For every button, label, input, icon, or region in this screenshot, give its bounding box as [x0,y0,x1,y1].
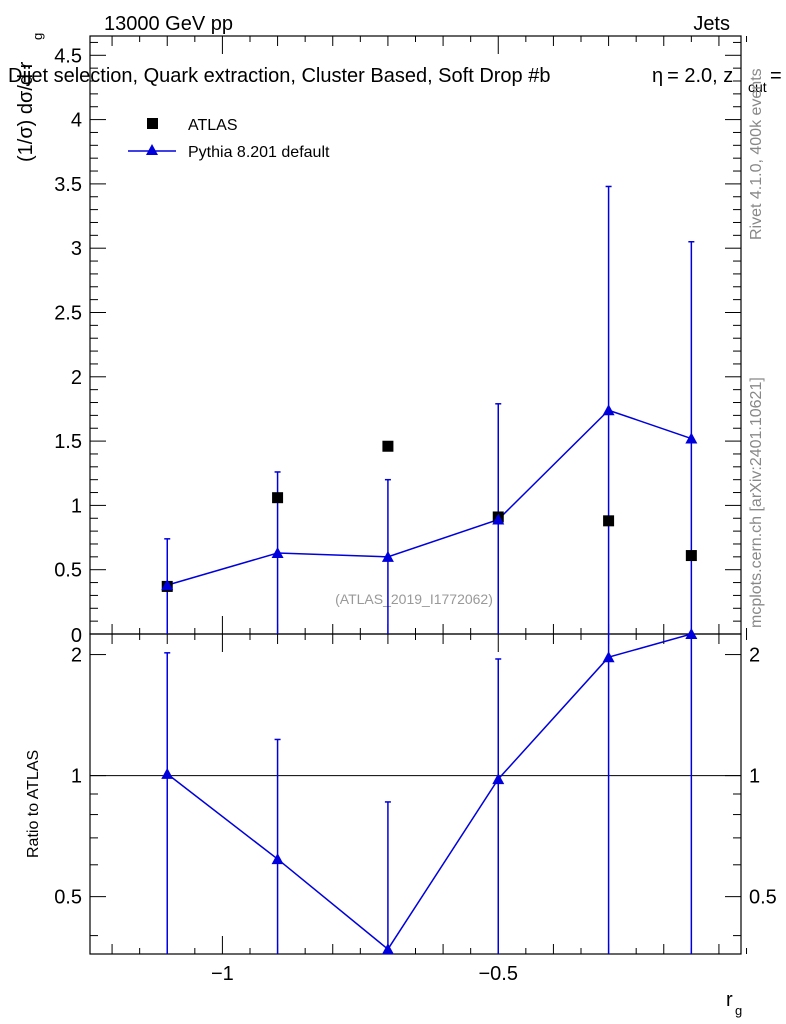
main-y-tick-label-zero: 0 [71,625,82,647]
atlas-data-point [382,440,394,452]
ratio-y-axis-label: Ratio to ATLAS [25,750,42,858]
ratio-series-marks [161,628,698,955]
atlas-data-point [272,492,284,504]
legend-mc-label: Pythia 8.201 default [188,144,330,161]
main-y-tick-label: 4 [71,110,82,132]
x-axis-label: r [726,989,733,1011]
mc-data-point [492,513,505,525]
x-axis-ticks: −1 −0.5 [111,36,748,985]
legend-data-marker [147,118,158,129]
selection-title: Dijet selection, Quark extraction, Clust… [8,65,550,87]
mc-data-point [381,550,394,562]
ratio-data-point [271,853,284,865]
main-y-axis-label: (1/σ) dσ/d r [15,61,37,162]
ratio-axis-ticks: 0.5 0.5 1 1 2 2 [54,645,777,937]
atlas-data-point [603,515,615,527]
x-tick-label: −0.5 [479,963,518,985]
energy-label: 13000 GeV pp [104,13,233,35]
ratio-y-tick-label-right: 0.5 [749,887,777,909]
ratio-data-point [602,651,615,663]
rivet-label: Rivet 4.1.0, 400k events [748,68,765,240]
mc-series-line [167,409,692,586]
ratio-y-tick-label-right: 1 [749,766,760,788]
mc-data-point [685,432,698,444]
category-label: Jets [693,13,730,35]
x-tick-label: −1 [211,963,234,985]
main-y-tick-label: 1 [71,495,82,517]
mc-data-point [602,404,615,416]
legend-data-label: ATLAS [188,117,238,134]
legend: ATLAS Pythia 8.201 default [128,117,330,161]
ratio-y-tick-label-right: 2 [749,645,760,667]
selection-title-end: = [770,65,782,87]
atlas-data-point [685,550,697,562]
ratio-data-point [492,773,505,785]
main-y-tick-label: 2 [71,367,82,389]
main-y-tick-label: 1.5 [54,431,82,453]
main-y-tick-label: 2.5 [54,302,82,324]
ratio-data-point [685,628,698,639]
mc-data-point [161,579,174,591]
mcplots-label: mcplots.cern.ch [arXiv:2401.10621] [748,377,765,628]
ratio-data-point [381,943,394,955]
ratio-y-tick-label: 2 [71,645,82,667]
main-y-tick-label: 4.5 [54,45,82,67]
ratio-y-tick-label: 0.5 [54,887,82,909]
main-y-tick-label: 3.5 [54,174,82,196]
ratio-series-line [166,633,692,951]
main-y-tick-label: 0.5 [54,560,82,582]
main-axis-ticks: 0.5 1 1.5 2 2.5 3 3.5 4 4.5 0 [54,41,741,647]
selection-title-tail: η = 2.0, z [652,65,733,87]
x-axis-label-sub: g [735,1003,742,1018]
legend-mc-marker [146,144,158,155]
main-y-tick-label: 3 [71,238,82,260]
selection-title-subscript: cut [748,79,767,95]
main-y-axis-label-sub: g [30,33,45,40]
ratio-y-tick-label: 1 [71,766,82,788]
mc-data-point [271,546,284,558]
analysis-watermark: (ATLAS_2019_I1772062) [335,591,493,607]
main-series-marks [161,185,698,634]
ratio-data-point [161,767,174,779]
